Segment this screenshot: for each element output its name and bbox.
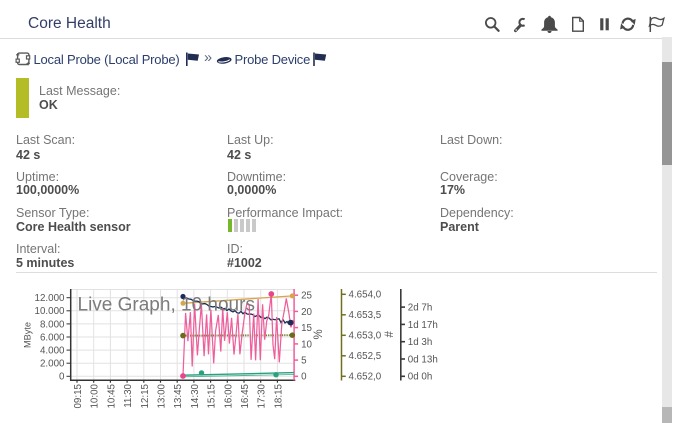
svg-text:09:15: 09:15 [73,383,84,408]
svg-text:12.000: 12.000 [35,293,66,304]
svg-text:#: # [384,331,396,338]
svg-text:1d 3h: 1d 3h [408,337,433,348]
svg-text:13:45: 13:45 [173,383,184,408]
svg-text:20: 20 [301,307,312,318]
svg-text:15: 15 [301,323,312,334]
svg-text:0d 0h: 0d 0h [408,372,433,383]
svg-text:16:00: 16:00 [223,383,234,408]
svg-text:18:15: 18:15 [273,383,284,408]
svg-text:10.000: 10.000 [35,306,66,317]
svg-text:10:45: 10:45 [106,383,117,408]
svg-text:17:30: 17:30 [257,383,268,408]
svg-text:1d 17h: 1d 17h [408,320,438,331]
svg-text:13:00: 13:00 [157,383,168,408]
svg-text:12:15: 12:15 [140,383,151,408]
svg-text:2.000: 2.000 [40,359,65,370]
svg-text:Live Graph, 10 hours: Live Graph, 10 hours [78,295,255,316]
svg-text:4.653,5: 4.653,5 [349,310,382,321]
svg-text:4.652,0: 4.652,0 [349,372,382,383]
svg-text:0: 0 [59,372,65,383]
svg-text:25: 25 [301,291,312,302]
svg-text:4.653,0: 4.653,0 [349,331,382,342]
svg-text:11:30: 11:30 [123,383,134,407]
svg-text:10:00: 10:00 [90,383,101,408]
svg-text:2d 7h: 2d 7h [408,303,433,314]
svg-text:14:30: 14:30 [190,383,201,408]
svg-text:15:15: 15:15 [207,383,218,408]
svg-text:16:45: 16:45 [240,383,251,408]
svg-text:4.654,0: 4.654,0 [349,290,382,301]
svg-text:6.000: 6.000 [40,332,65,343]
svg-text:8.000: 8.000 [40,319,65,330]
svg-text:MByte: MByte [23,322,33,348]
svg-text:0d 13h: 0d 13h [408,354,438,365]
svg-text:0: 0 [301,372,307,383]
svg-text:4.000: 4.000 [40,346,65,357]
svg-text:%: % [313,329,325,339]
svg-text:4.652,5: 4.652,5 [349,351,382,362]
svg-text:5: 5 [301,356,307,367]
svg-text:10: 10 [301,339,312,350]
